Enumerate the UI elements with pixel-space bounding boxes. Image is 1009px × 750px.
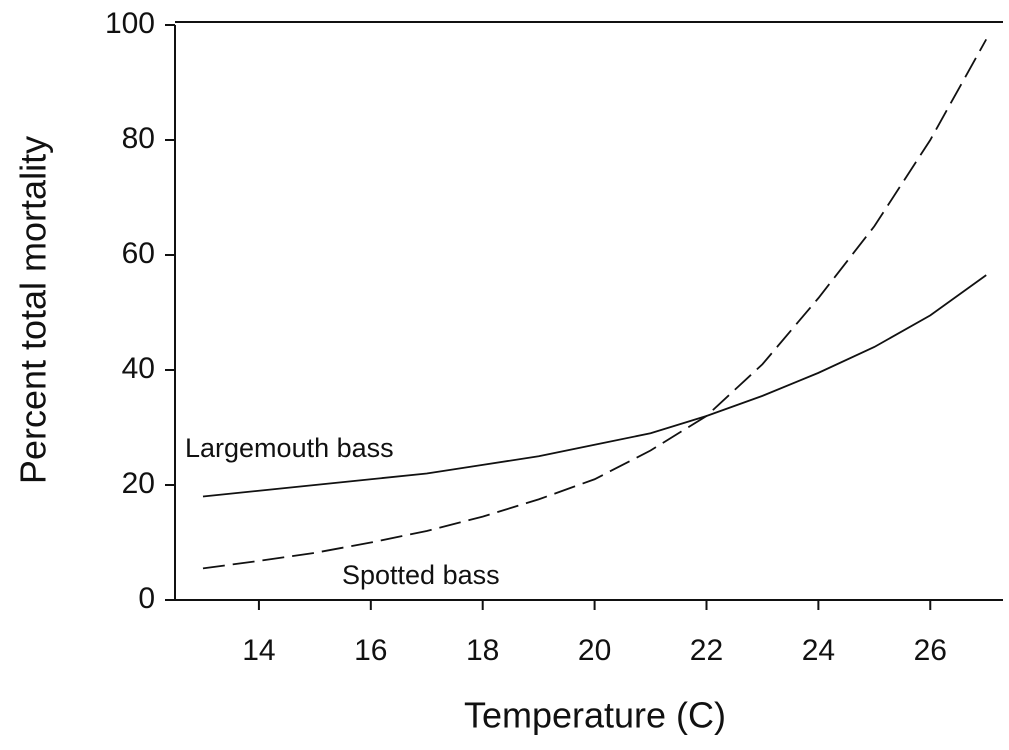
series-label: Spotted bass bbox=[342, 560, 500, 590]
y-axis-title: Percent total mortality bbox=[13, 136, 54, 484]
y-tick-label: 0 bbox=[138, 582, 155, 615]
x-tick-label: 24 bbox=[802, 634, 835, 667]
x-tick-label: 18 bbox=[466, 634, 499, 667]
y-tick-label: 60 bbox=[122, 237, 155, 270]
y-tick-label: 100 bbox=[105, 7, 155, 40]
series-line bbox=[202, 38, 988, 570]
x-tick-label: 20 bbox=[578, 634, 611, 667]
x-tick-label: 14 bbox=[242, 634, 275, 667]
x-axis-title: Temperature (C) bbox=[464, 695, 726, 736]
x-tick-label: 22 bbox=[690, 634, 723, 667]
y-tick-label: 80 bbox=[122, 122, 155, 155]
y-tick-label: 40 bbox=[122, 352, 155, 385]
x-tick-label: 26 bbox=[914, 634, 947, 667]
series-label: Largemouth bass bbox=[185, 433, 394, 463]
y-tick-label: 20 bbox=[122, 467, 155, 500]
series-line bbox=[202, 274, 987, 498]
x-tick-label: 16 bbox=[354, 634, 387, 667]
